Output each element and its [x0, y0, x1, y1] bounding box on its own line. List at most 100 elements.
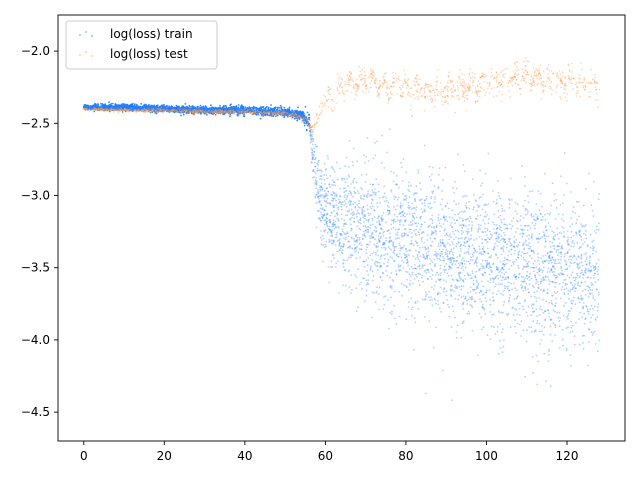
train-point	[381, 279, 383, 282]
train-point	[593, 269, 595, 272]
train-point	[299, 110, 301, 113]
train-point	[400, 247, 403, 250]
train-point	[437, 300, 439, 302]
train-point	[411, 214, 414, 217]
train-point	[582, 302, 585, 304]
train-point	[424, 249, 427, 251]
train-point	[460, 267, 463, 269]
train-point	[375, 292, 378, 294]
train-point	[326, 224, 329, 227]
train-point	[371, 252, 374, 255]
train-point	[320, 213, 323, 216]
train-point	[524, 209, 527, 211]
train-point	[419, 228, 421, 231]
train-point	[582, 305, 585, 308]
train-point	[387, 201, 390, 204]
train-point	[471, 244, 474, 247]
train-point	[538, 263, 541, 265]
train-point	[506, 287, 509, 290]
train-point	[517, 302, 520, 305]
train-point	[407, 188, 409, 191]
train-point	[557, 248, 560, 251]
train-point	[355, 233, 358, 236]
train-point	[229, 104, 232, 107]
train-point	[259, 117, 262, 120]
train-point	[445, 290, 448, 293]
train-point	[362, 206, 365, 209]
train-point	[449, 233, 452, 235]
train-point	[378, 196, 381, 199]
train-point	[570, 307, 573, 310]
train-point	[402, 214, 405, 217]
train-point	[361, 211, 363, 214]
train-point	[261, 114, 263, 117]
train-point	[459, 237, 462, 240]
train-point	[499, 239, 502, 242]
train-point	[405, 286, 408, 288]
train-point	[390, 287, 393, 290]
train-point	[333, 209, 335, 212]
train-point	[517, 265, 519, 267]
train-point	[569, 309, 571, 312]
train-point	[428, 165, 431, 168]
train-point	[450, 284, 453, 287]
train-point	[458, 286, 461, 288]
train-point	[453, 200, 455, 203]
train-point	[556, 311, 558, 314]
train-point	[369, 237, 372, 240]
train-point	[395, 322, 398, 325]
train-point	[482, 326, 485, 329]
train-point	[523, 280, 526, 283]
train-point	[400, 232, 403, 235]
train-point	[374, 226, 376, 228]
train-point	[331, 179, 334, 182]
train-point	[283, 116, 285, 119]
train-point	[534, 329, 537, 331]
train-point	[335, 204, 338, 207]
train-point	[373, 191, 376, 194]
train-point	[343, 237, 345, 240]
train-point	[181, 105, 184, 108]
train-point	[411, 212, 414, 215]
train-point	[456, 256, 459, 258]
train-point	[459, 248, 462, 250]
train-point	[348, 175, 351, 178]
train-point	[417, 265, 419, 268]
train-point	[362, 260, 365, 263]
train-point	[492, 190, 494, 192]
train-point	[371, 259, 373, 261]
train-point	[593, 180, 595, 183]
train-point	[543, 352, 546, 355]
train-point	[319, 175, 322, 178]
train-point	[427, 246, 430, 249]
train-point	[369, 226, 371, 229]
train-point	[344, 194, 346, 197]
train-point	[489, 266, 492, 268]
train-point	[575, 222, 578, 225]
train-point	[561, 328, 564, 331]
train-point	[320, 182, 323, 184]
train-point	[546, 276, 549, 278]
train-point	[498, 311, 501, 314]
train-point	[544, 240, 547, 243]
train-point	[542, 255, 544, 257]
train-point	[502, 237, 504, 240]
train-point	[182, 113, 185, 116]
train-point	[431, 298, 433, 301]
train-point	[286, 115, 289, 118]
train-point	[323, 162, 326, 165]
train-point	[580, 281, 583, 284]
train-point	[536, 280, 539, 283]
train-point	[448, 238, 451, 241]
train-point	[448, 265, 451, 268]
train-point	[560, 218, 563, 220]
train-point	[569, 331, 572, 334]
train-point	[459, 253, 461, 256]
train-point	[369, 212, 372, 215]
train-point	[559, 297, 562, 300]
train-point	[539, 305, 542, 308]
train-point	[531, 307, 534, 310]
train-point	[431, 304, 434, 307]
train-point	[319, 207, 322, 210]
train-point	[535, 266, 538, 269]
